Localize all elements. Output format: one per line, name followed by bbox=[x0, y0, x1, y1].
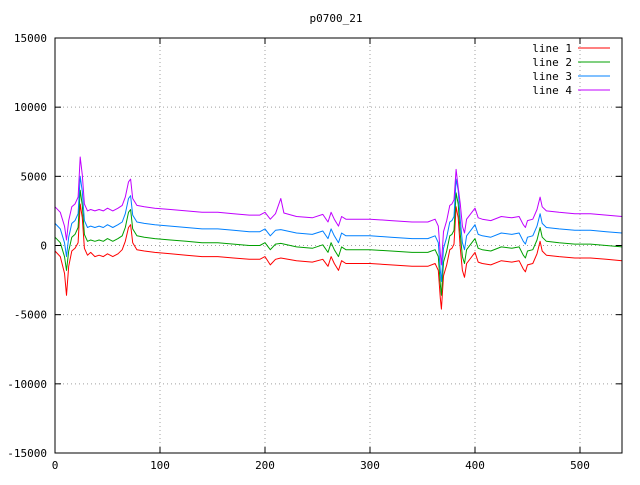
x-tick-label: 300 bbox=[360, 459, 380, 472]
y-tick-label: -10000 bbox=[7, 378, 47, 391]
y-tick-label: -5000 bbox=[14, 309, 47, 322]
series-line-4 bbox=[54, 156, 623, 266]
x-tick-label: 100 bbox=[150, 459, 170, 472]
legend-label: line 3 bbox=[532, 70, 572, 83]
plot-frame bbox=[54, 37, 623, 454]
series-layer bbox=[54, 156, 623, 310]
series-line-2 bbox=[54, 189, 623, 296]
chart-title: p0700_21 bbox=[310, 12, 363, 25]
legend-label: line 4 bbox=[532, 84, 572, 97]
x-tick-label: 0 bbox=[52, 459, 59, 472]
series-line-1 bbox=[54, 203, 623, 310]
y-tick-label: -15000 bbox=[7, 447, 47, 460]
legend-label: line 2 bbox=[532, 56, 572, 69]
axes: 0 100 200 300 400 500 -15000 -10000 -5000 0 5000 10… bbox=[7, 32, 622, 472]
x-tick-label: 200 bbox=[255, 459, 275, 472]
series-line-3 bbox=[54, 175, 623, 282]
y-tick-label: 10000 bbox=[14, 101, 47, 114]
x-tick-label: 500 bbox=[570, 459, 590, 472]
legend-label: line 1 bbox=[532, 42, 572, 55]
x-tick-label: 400 bbox=[465, 459, 485, 472]
y-tick-label: 5000 bbox=[21, 170, 48, 183]
grid bbox=[55, 38, 622, 453]
y-tick-label: 15000 bbox=[14, 32, 47, 45]
y-tick-label: 0 bbox=[40, 240, 47, 253]
